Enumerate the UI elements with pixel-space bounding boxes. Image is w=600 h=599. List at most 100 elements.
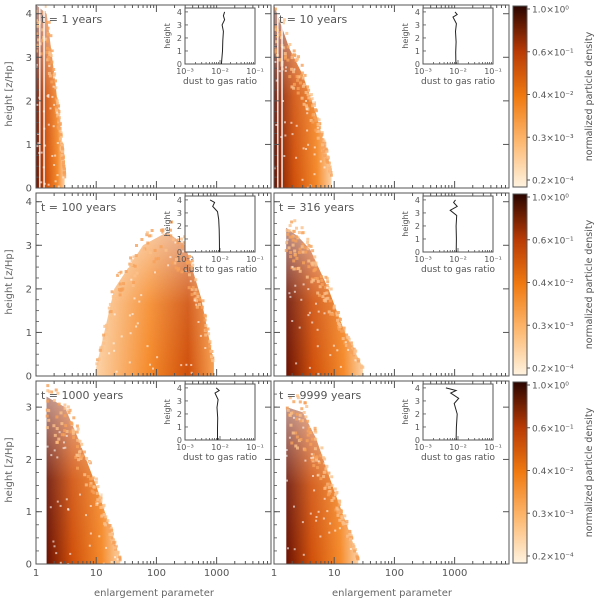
density-speckle xyxy=(45,50,49,54)
density-void xyxy=(336,470,339,473)
density-speckle xyxy=(43,5,47,8)
density-void xyxy=(56,49,59,52)
density-speckle xyxy=(118,293,122,297)
colorbar-tick-label: 0.2×10⁻⁴ xyxy=(532,365,574,375)
density-speckle xyxy=(57,118,61,122)
density-speckle xyxy=(76,427,80,431)
density-gap xyxy=(38,5,41,188)
density-speckle xyxy=(170,220,174,224)
density-speckle xyxy=(329,287,333,291)
density-void xyxy=(313,146,316,149)
density-speckle xyxy=(349,351,353,354)
density-void xyxy=(323,312,326,315)
inset-frame xyxy=(184,7,256,65)
density-void xyxy=(51,155,54,157)
density-speckle xyxy=(324,275,328,279)
density-speckle xyxy=(101,505,105,509)
density-speckle xyxy=(156,269,160,273)
density-speckle xyxy=(97,357,101,361)
density-void xyxy=(274,61,277,63)
density-speckle xyxy=(71,428,75,432)
density-speckle xyxy=(82,450,86,454)
density-void xyxy=(131,313,134,316)
density-speckle xyxy=(55,99,59,103)
density-void xyxy=(108,352,111,355)
density-void xyxy=(275,79,278,82)
density-void xyxy=(317,310,320,313)
density-void xyxy=(322,517,325,520)
density-speckle xyxy=(191,263,195,267)
density-void xyxy=(59,561,62,564)
density-speckle xyxy=(37,0,40,3)
inset-frame xyxy=(422,195,494,253)
density-speckle xyxy=(116,273,120,277)
density-speckle xyxy=(278,33,281,37)
density-speckle xyxy=(298,400,302,404)
inset-profile-line xyxy=(449,199,458,253)
density-void xyxy=(51,95,54,98)
density-speckle xyxy=(321,456,325,460)
density-speckle xyxy=(281,21,285,25)
density-speckle xyxy=(190,293,194,297)
density-speckle xyxy=(335,491,339,495)
density-speckle xyxy=(292,49,296,53)
inset-y-tick-label: 1 xyxy=(177,47,182,56)
density-speckle xyxy=(329,173,333,177)
density-speckle xyxy=(348,532,352,536)
density-void xyxy=(334,269,337,272)
density-speckle xyxy=(286,58,290,62)
colorbar-gradient xyxy=(512,381,528,564)
density-speckle xyxy=(292,400,296,404)
density-speckle xyxy=(112,541,116,545)
density-speckle xyxy=(340,329,344,333)
density-speckle xyxy=(332,496,336,500)
density-speckle xyxy=(292,229,296,233)
density-speckle xyxy=(76,438,80,442)
density-void xyxy=(348,248,351,251)
density-speckle xyxy=(102,336,106,340)
density-speckle xyxy=(176,241,179,245)
colorbar-2: 1.0×10⁰ 0.6×10⁻¹ 0.4×10⁻² 0.3×10⁻³ 0.2×10⁻⁴ n… xyxy=(512,381,595,564)
density-speckle xyxy=(191,285,195,289)
density-void xyxy=(287,547,289,550)
y-tick-label: 4 xyxy=(26,9,32,20)
density-speckle xyxy=(322,475,326,479)
density-speckle xyxy=(300,74,303,78)
density-speckle xyxy=(133,274,137,278)
density-speckle xyxy=(317,129,321,133)
density-void xyxy=(56,111,59,114)
density-speckle xyxy=(300,419,304,423)
density-void xyxy=(63,117,66,120)
density-speckle xyxy=(321,295,325,299)
panel-title: t = 100 years xyxy=(41,201,117,214)
colorbar-tick-label: 0.3×10⁻³ xyxy=(532,322,574,332)
density-speckle xyxy=(287,229,291,233)
density-void xyxy=(341,256,344,259)
density-void xyxy=(139,241,142,244)
density-speckle xyxy=(302,83,306,87)
density-speckle xyxy=(46,389,50,393)
density-void xyxy=(306,129,309,132)
density-speckle xyxy=(210,355,213,359)
density-speckle xyxy=(46,384,50,388)
y-tick-label: 3 xyxy=(26,53,32,64)
inset-x-tick-label: 10⁻³ xyxy=(414,443,432,452)
density-void xyxy=(353,298,356,301)
inset-x-tick-label: 10⁻¹ xyxy=(246,67,264,76)
y-tick-label: 2 xyxy=(26,455,32,466)
density-void xyxy=(120,335,123,338)
density-void xyxy=(204,347,207,349)
y-tick-label: 2 xyxy=(26,96,32,107)
density-speckle xyxy=(198,303,201,306)
density-speckle xyxy=(153,249,157,252)
density-speckle xyxy=(86,475,90,478)
density-void xyxy=(169,256,172,259)
density-speckle xyxy=(327,471,331,475)
density-void xyxy=(319,535,322,538)
density-gap xyxy=(276,5,279,188)
density-speckle xyxy=(306,247,310,251)
density-void xyxy=(301,178,304,181)
density-void xyxy=(338,250,341,253)
density-speckle xyxy=(133,264,137,268)
